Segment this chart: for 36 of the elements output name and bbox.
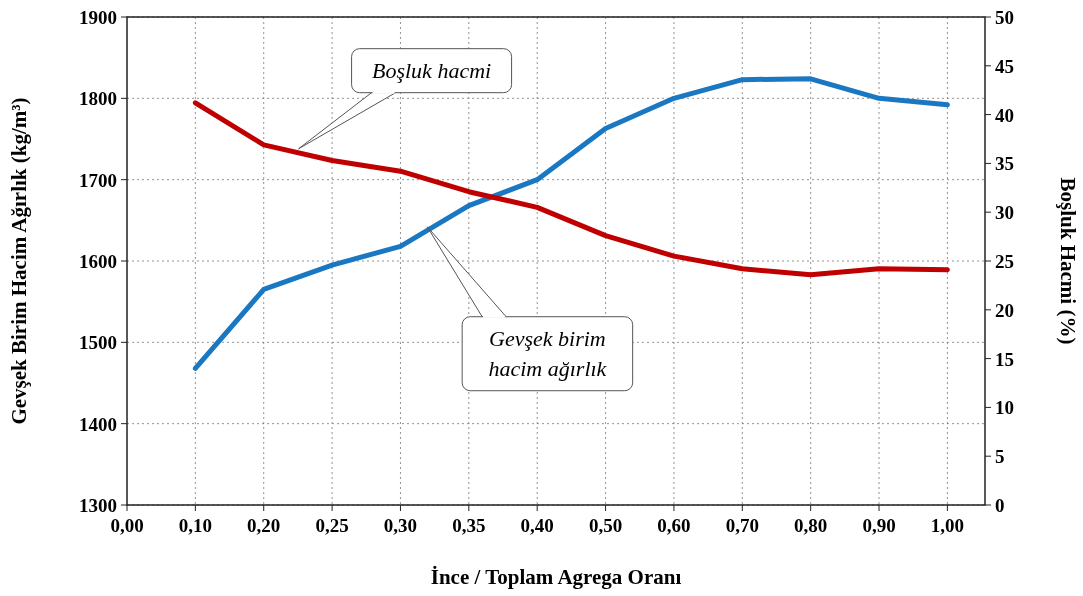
y2-axis-title: Boşluk Hacmi (%)	[1056, 177, 1080, 345]
x-tick-label: 0,90	[862, 515, 896, 536]
x-axis-title: İnce / Toplam Agrega Oranı	[430, 565, 682, 589]
y2-tick-label: 25	[995, 251, 1014, 272]
x-tick-label: 0,35	[452, 515, 486, 536]
x-tick-label: 0,70	[725, 515, 759, 536]
x-tick-label: 0,40	[520, 515, 554, 536]
x-tick-label: 1,00	[930, 515, 965, 536]
y-tick-label: 1300	[79, 495, 117, 516]
y2-tick-label: 10	[995, 397, 1014, 419]
y-tick-label: 1600	[79, 251, 117, 272]
y2-tick-label: 40	[995, 104, 1014, 126]
annotation: Boşluk hacmi	[372, 57, 492, 83]
y2-tick-label: 15	[995, 348, 1014, 370]
x-tick-label: 0,00	[110, 515, 144, 536]
x-tick-label: 0,25	[315, 515, 349, 536]
y2-tick-label: 20	[995, 299, 1014, 321]
y2-tick-label: 45	[995, 55, 1014, 77]
y-tick-label: 1700	[79, 169, 117, 191]
x-tick-label: 0,60	[657, 515, 691, 536]
annotation: Gevşek birim hacim ağırlık	[488, 325, 608, 381]
x-tick-label: 0,20	[247, 515, 281, 536]
y2-tick-label: 0	[995, 495, 1005, 516]
y-axis-title: Gevşek Birim Hacim Ağırlık (kg/m³)	[7, 97, 31, 425]
y2-tick-label: 5	[995, 446, 1005, 468]
x-tick-label: 0,80	[794, 515, 828, 536]
x-tick-label: 0,10	[178, 515, 212, 536]
x-tick-label: 0,50	[588, 515, 623, 536]
y-tick-label: 1800	[79, 88, 117, 110]
y2-tick-label: 35	[995, 153, 1014, 175]
y2-tick-label: 30	[995, 202, 1014, 224]
x-tick-label: 0,30	[383, 515, 418, 536]
y2-tick-label: 50	[995, 7, 1014, 28]
y-tick-label: 1900	[79, 7, 117, 28]
y-tick-label: 1400	[79, 413, 117, 435]
y-tick-label: 1500	[79, 332, 117, 354]
